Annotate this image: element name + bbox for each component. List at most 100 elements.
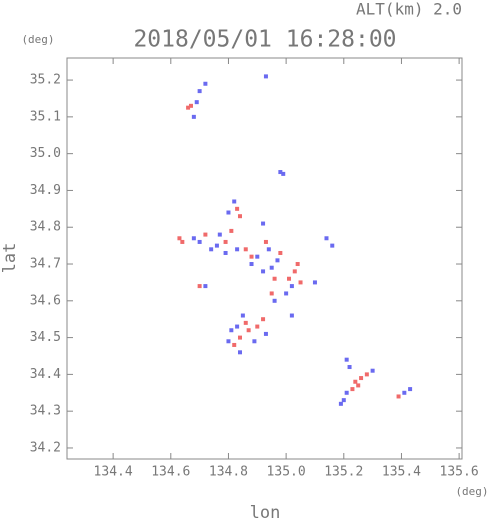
echo [269, 265, 274, 270]
echo [186, 105, 191, 110]
echo [263, 74, 268, 79]
echo [396, 394, 401, 399]
y-tick-label: 34.2 [30, 440, 61, 455]
y-tick-label: 34.8 [30, 220, 61, 235]
echo [370, 368, 375, 373]
echo [249, 262, 254, 267]
echo [243, 247, 248, 252]
echo [255, 254, 260, 259]
echo [408, 387, 413, 392]
x-unit: (deg) [455, 485, 488, 498]
echo [263, 239, 268, 244]
y-tick-label: 34.6 [30, 293, 61, 308]
echo [289, 313, 294, 318]
echo [347, 365, 352, 370]
echo [341, 398, 346, 403]
echo [275, 258, 280, 263]
echo [252, 339, 257, 344]
echo [188, 103, 193, 108]
y-tick-label: 34.4 [30, 367, 61, 382]
x-tick-label: 135.6 [440, 465, 479, 480]
echo [298, 280, 303, 285]
echo [209, 247, 214, 252]
chart-title: 2018/05/01 16:28:00 [133, 27, 396, 53]
echo [191, 114, 196, 119]
x-tick-label: 135.4 [382, 465, 421, 480]
echo [356, 383, 361, 388]
echo [261, 317, 266, 322]
echo [197, 89, 202, 94]
echo [284, 291, 289, 296]
echo [243, 320, 248, 325]
echo [235, 206, 240, 211]
echo [324, 236, 329, 241]
echo [272, 276, 277, 281]
echo [240, 313, 245, 318]
echo [402, 390, 407, 395]
altitude: ALT(km) 2.0 [356, 0, 462, 19]
echo [229, 328, 234, 333]
echo [287, 276, 292, 281]
y-tick-label: 35.2 [30, 73, 61, 88]
y-tick-label: 35.0 [30, 146, 61, 161]
echo [312, 280, 317, 285]
echo [278, 250, 283, 255]
echo [338, 401, 343, 406]
echo [344, 357, 349, 362]
echo [177, 236, 182, 241]
echo [292, 269, 297, 274]
y-tick-label: 34.3 [30, 404, 61, 419]
echo [223, 250, 228, 255]
echo [197, 239, 202, 244]
echo [191, 236, 196, 241]
echo [226, 210, 231, 215]
y-tick-label: 34.7 [30, 257, 61, 272]
echo [246, 328, 251, 333]
echo [353, 379, 358, 384]
echo [197, 284, 202, 289]
echo [330, 243, 335, 248]
echo [203, 284, 208, 289]
x-tick-label: 134.6 [151, 465, 190, 480]
echo [350, 387, 355, 392]
echo [359, 376, 364, 381]
echo [266, 247, 271, 252]
echo [203, 81, 208, 86]
echo [289, 284, 294, 289]
y-tick-label: 35.1 [30, 109, 61, 124]
x-tick-label: 134.8 [209, 465, 248, 480]
x-axis-label: lon [250, 503, 281, 521]
plot-frame [66, 57, 463, 460]
y-unit: (deg) [21, 33, 54, 46]
echo [278, 170, 283, 175]
x-tick-label: 135.0 [267, 465, 306, 480]
echo [364, 372, 369, 377]
echo [281, 171, 286, 176]
y-axis-label: lat [0, 243, 20, 274]
y-tick-label: 34.9 [30, 183, 61, 198]
echo [263, 331, 268, 336]
echo [272, 298, 277, 303]
echo [261, 221, 266, 226]
echo [261, 269, 266, 274]
echo [194, 100, 199, 105]
echo [237, 350, 242, 355]
echo [235, 247, 240, 252]
echo [214, 243, 219, 248]
x-tick-label: 134.4 [94, 465, 133, 480]
y-tick-label: 34.5 [30, 330, 61, 345]
echo [223, 239, 228, 244]
echo [235, 324, 240, 329]
echo [229, 228, 234, 233]
echo [180, 239, 185, 244]
echo [217, 232, 222, 237]
echo [255, 324, 260, 329]
echo [232, 342, 237, 347]
echo [237, 214, 242, 219]
echo [232, 199, 237, 204]
echo [226, 339, 231, 344]
x-tick-label: 135.2 [324, 465, 363, 480]
echo [344, 390, 349, 395]
echo [237, 335, 242, 340]
